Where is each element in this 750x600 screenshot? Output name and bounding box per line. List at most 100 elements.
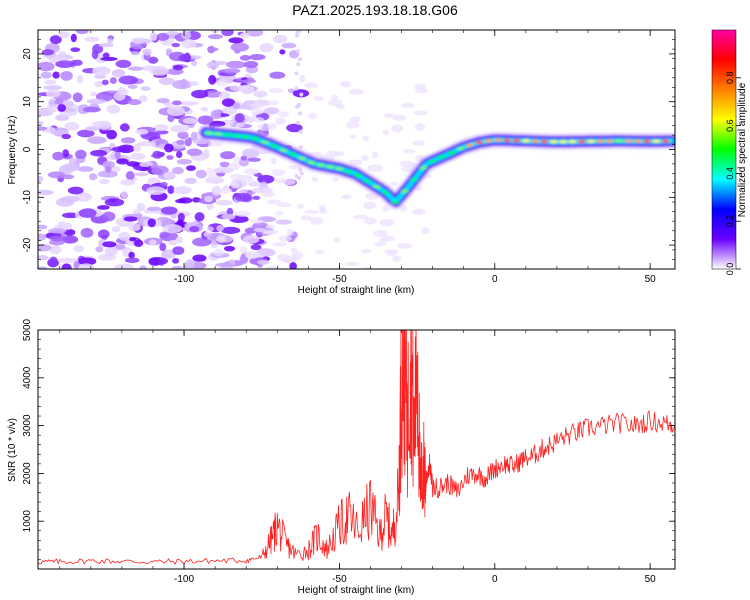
noise-blob [210, 114, 222, 120]
noise-blob [304, 82, 319, 89]
noise-blob [64, 222, 73, 230]
noise-blob [38, 233, 47, 242]
noise-blob [341, 194, 352, 200]
snr-plot-area [38, 330, 675, 569]
noise-blob [267, 100, 280, 106]
ridge-hot-spot [279, 148, 288, 152]
noise-blob [243, 168, 259, 175]
ridge-hot-spot [437, 155, 446, 159]
ridge-hot-spot [204, 131, 213, 135]
ridge-hot-spot [633, 139, 642, 143]
colorbar-ticks: 0.0 0.2 0.4 0.6 0.8 [725, 72, 741, 275]
noise-blob [55, 60, 74, 69]
spectrogram-x-label: Height of straight line (km) [298, 285, 415, 296]
noise-blob [102, 160, 115, 169]
x-tick-label: 0 [492, 574, 498, 585]
noise-blob [372, 230, 389, 238]
noise-blob [219, 92, 226, 101]
noise-blob [247, 181, 262, 187]
noise-blob [120, 137, 136, 144]
ridge-hot-spot [214, 132, 223, 136]
noise-blob [72, 59, 83, 66]
noise-blob [264, 229, 278, 235]
x-tick-label: -100 [174, 274, 194, 285]
noise-blob [184, 177, 198, 185]
noise-blob [363, 217, 377, 225]
noise-blob [200, 107, 209, 112]
ridge-hot-spot [335, 167, 344, 171]
noise-blob [118, 231, 131, 241]
ridge-hot-spot [382, 190, 391, 195]
noise-blob [266, 199, 282, 205]
noise-blob [92, 66, 111, 76]
noise-blob [277, 111, 290, 118]
noise-blob [52, 151, 64, 161]
noise-blob [221, 98, 236, 107]
noise-blob [229, 174, 245, 180]
noise-blob [264, 187, 273, 194]
noise-blob [127, 99, 142, 106]
noise-blob [138, 95, 148, 103]
noise-blob [78, 208, 97, 218]
noise-blob [240, 155, 248, 161]
noise-blob [61, 174, 75, 180]
noise-blob [179, 101, 199, 106]
noise-blob [220, 151, 236, 160]
noise-blob [72, 92, 83, 103]
noise-blob [116, 158, 129, 165]
noise-blob [298, 111, 303, 116]
y-tick-label: 1000 [22, 510, 33, 533]
ridge-hot-spot [298, 156, 307, 160]
noise-blob [272, 34, 288, 44]
noise-blob [228, 37, 244, 44]
noise-blob [219, 161, 230, 168]
noise-blob [328, 99, 343, 107]
noise-blob [61, 133, 72, 140]
ridge-hot-spot [624, 139, 633, 143]
noise-blob [289, 262, 298, 269]
noise-blob [114, 263, 134, 269]
noise-blob [330, 94, 339, 101]
noise-blob [171, 100, 182, 106]
noise-blob [234, 210, 251, 217]
noise-blob [91, 50, 99, 60]
noise-blob [194, 212, 205, 222]
ridge-hot-spot [326, 165, 335, 169]
noise-blob [215, 262, 234, 268]
noise-blob [73, 245, 85, 253]
noise-blob [295, 104, 300, 109]
noise-blob [215, 235, 226, 244]
noise-blob [223, 245, 236, 252]
noise-blob [84, 126, 101, 132]
noise-blob [173, 186, 192, 195]
noise-blob [161, 249, 177, 259]
noise-blob [252, 90, 268, 98]
noise-blob [251, 107, 264, 115]
noise-blob [267, 122, 277, 130]
noise-blob [246, 157, 261, 162]
noise-blob [220, 226, 241, 234]
noise-blob [38, 121, 44, 126]
noise-blob [105, 166, 112, 174]
noise-blob [192, 237, 212, 247]
noise-blob [297, 30, 302, 34]
noise-blob [242, 235, 260, 244]
noise-blob [211, 185, 222, 196]
noise-blob [345, 121, 360, 129]
noise-blob [373, 241, 386, 247]
spectrogram-y-ticks: 20 10 0 -10 -20 [22, 29, 675, 270]
noise-blob [216, 78, 227, 87]
noise-blob [55, 197, 75, 207]
y-tick-label: 10 [22, 96, 33, 108]
noise-blob [221, 106, 237, 115]
noise-blob [349, 159, 363, 166]
noise-blob [421, 227, 430, 235]
noise-blob [271, 168, 286, 177]
noise-blob [133, 143, 141, 152]
noise-blob [38, 266, 48, 269]
noise-blob [156, 98, 170, 104]
chart-title: PAZ1.2025.193.18.18.G06 [292, 2, 458, 18]
ridge-hot-spot [409, 178, 418, 182]
x-tick-label: 50 [645, 274, 657, 285]
noise-blob [246, 30, 264, 37]
